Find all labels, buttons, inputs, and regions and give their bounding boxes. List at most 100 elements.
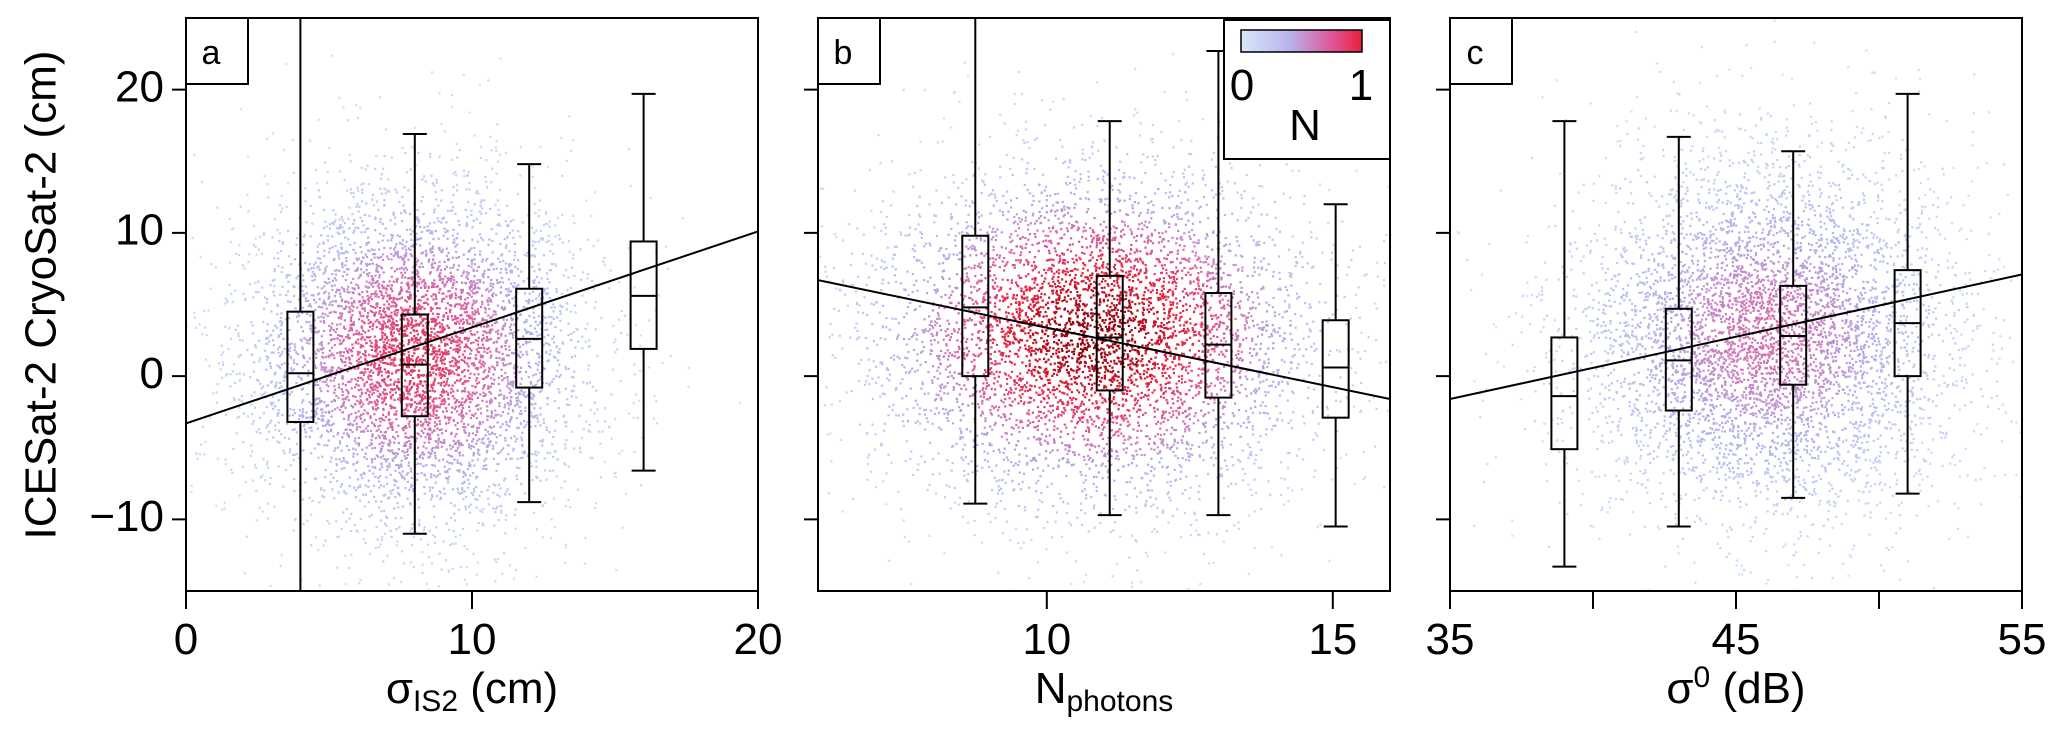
density-point <box>340 247 343 250</box>
density-point <box>509 402 512 406</box>
density-point <box>375 344 378 347</box>
density-point <box>293 489 296 493</box>
density-point <box>551 380 554 383</box>
density-point <box>481 317 484 320</box>
density-point <box>400 465 403 468</box>
density-point <box>296 353 299 356</box>
density-point <box>440 445 443 448</box>
density-point <box>544 469 547 472</box>
density-point <box>550 316 553 319</box>
density-point <box>584 327 587 331</box>
density-point <box>500 334 503 337</box>
density-point <box>469 474 472 477</box>
density-point <box>535 285 538 288</box>
density-point <box>404 271 407 274</box>
density-point <box>259 382 262 385</box>
density-point <box>386 295 389 298</box>
density-point <box>391 394 394 397</box>
density-point <box>273 278 276 281</box>
density-point <box>392 298 395 301</box>
density-point <box>238 406 241 409</box>
density-point <box>463 311 466 314</box>
density-point <box>355 415 358 418</box>
density-point <box>475 573 479 576</box>
density-point <box>386 554 389 557</box>
density-point <box>510 269 513 272</box>
density-point <box>396 268 399 271</box>
density-point <box>430 366 433 369</box>
density-point <box>496 224 499 227</box>
density-point <box>490 227 493 231</box>
density-point <box>530 382 533 385</box>
density-point <box>375 367 378 371</box>
density-point <box>468 443 471 446</box>
density-point <box>421 178 424 181</box>
density-point <box>253 406 257 409</box>
density-point <box>307 369 310 372</box>
density-point <box>434 417 437 420</box>
density-point <box>444 352 447 355</box>
density-point <box>447 421 450 424</box>
density-point <box>450 295 453 298</box>
density-point <box>649 196 652 200</box>
density-point <box>463 330 467 333</box>
density-point <box>535 575 538 578</box>
density-point <box>473 490 476 493</box>
density-point <box>359 518 362 521</box>
density-point <box>403 353 406 356</box>
density-point <box>301 306 304 309</box>
density-point <box>376 281 379 284</box>
density-point <box>294 421 297 425</box>
density-point <box>438 371 441 374</box>
density-point <box>304 435 308 438</box>
density-point <box>434 535 437 538</box>
density-point <box>341 361 344 364</box>
density-point <box>424 250 427 253</box>
density-point <box>377 476 380 480</box>
density-point <box>552 303 555 306</box>
density-point <box>324 303 327 306</box>
density-point <box>550 306 553 309</box>
density-point <box>687 385 690 388</box>
density-point <box>395 418 398 421</box>
density-point <box>396 328 399 331</box>
density-point <box>375 525 378 529</box>
density-point <box>353 301 356 304</box>
density-point <box>570 310 573 313</box>
density-point <box>348 423 351 426</box>
density-point <box>451 542 454 545</box>
density-point <box>477 312 480 315</box>
density-point <box>505 244 508 247</box>
density-point <box>525 424 528 427</box>
density-point <box>279 250 283 253</box>
density-point <box>420 237 423 240</box>
density-point <box>281 240 284 244</box>
density-point <box>503 377 506 380</box>
density-point <box>336 433 339 436</box>
density-point <box>378 290 381 293</box>
density-point <box>379 350 382 353</box>
density-point <box>539 237 542 240</box>
density-point <box>380 456 383 459</box>
density-point <box>354 332 357 335</box>
density-point <box>518 467 521 470</box>
density-point <box>450 411 453 414</box>
density-point <box>348 365 351 369</box>
density-point <box>552 310 555 313</box>
density-point <box>366 316 369 319</box>
density-point <box>603 256 606 259</box>
density-point <box>538 356 541 359</box>
density-point <box>236 416 239 419</box>
density-point <box>434 440 437 443</box>
density-point <box>375 355 378 358</box>
density-point <box>392 327 395 330</box>
density-point <box>467 434 470 437</box>
density-point <box>443 344 447 347</box>
density-point <box>412 488 415 491</box>
density-point <box>447 384 451 387</box>
density-point <box>442 374 445 377</box>
density-point <box>517 274 520 277</box>
density-point <box>471 303 474 306</box>
density-point <box>413 383 416 386</box>
density-point <box>395 303 398 307</box>
